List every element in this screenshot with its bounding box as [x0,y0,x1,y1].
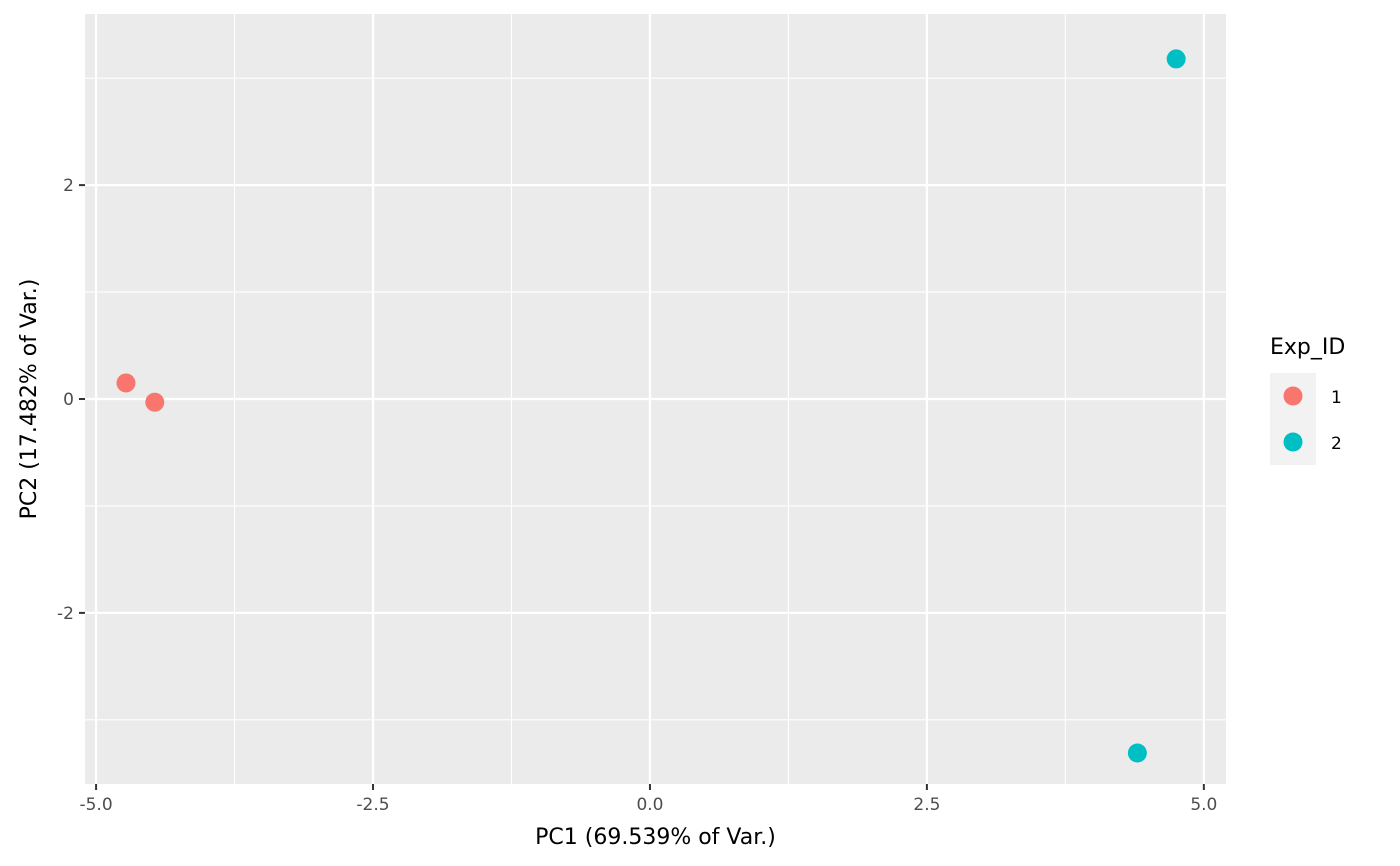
x-axis-title: PC1 (69.539% of Var.) [535,825,776,850]
legend-label-1: 1 [1331,388,1342,408]
data-point-group-2 [1166,49,1186,69]
data-points [116,49,1186,763]
x-tick-label: 0.0 [636,795,663,815]
y-axis: -2 0 2 [57,176,85,624]
legend-key-2 [1283,432,1303,452]
major-gridlines [85,14,1226,784]
data-point-group-2 [1127,743,1147,763]
y-tick-label: 2 [63,176,74,196]
x-axis: -5.0 -2.5 0.0 2.5 5.0 [79,784,1217,815]
x-tick-label: 5.0 [1190,795,1217,815]
x-tick-label: -5.0 [79,795,112,815]
y-tick-label: -2 [57,604,74,624]
legend-entries: 12 [1270,373,1342,465]
data-point-group-1 [145,392,165,412]
x-tick-label: 2.5 [913,795,940,815]
legend-label-2: 2 [1331,434,1342,454]
legend-key-1 [1283,386,1303,406]
y-tick-label: 0 [63,390,74,410]
legend: Exp_ID 12 [1270,335,1345,465]
legend-title: Exp_ID [1270,335,1345,360]
y-axis-title: PC2 (17.482% of Var.) [17,279,42,520]
x-tick-label: -2.5 [356,795,389,815]
data-point-group-1 [116,373,136,393]
